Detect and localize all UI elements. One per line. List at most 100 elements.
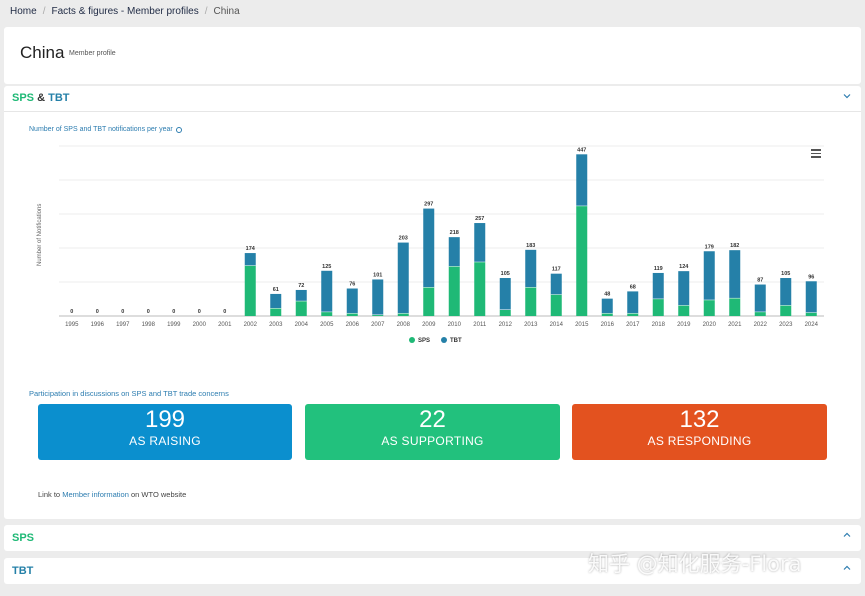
data-label: 297 [424,202,433,208]
tbt-section[interactable]: TBT [4,558,861,584]
data-label: 447 [577,147,586,153]
x-tick-label: 2023 [779,322,793,328]
data-label: 68 [630,284,636,290]
info-icon[interactable] [175,126,182,133]
data-label: 203 [399,236,408,242]
sps-tbt-panel-header[interactable]: SPS & TBT [4,86,861,112]
bar-tbt [372,279,384,315]
bar-tbt [423,208,435,288]
data-label: 0 [223,309,226,315]
x-tick-label: 1997 [116,322,130,328]
breadcrumb: Home / Facts & figures - Member profiles… [10,6,240,17]
chevron-up-icon[interactable] [843,564,851,572]
bar-sps [397,313,409,316]
data-label: 0 [96,309,99,315]
bar-sps [346,313,358,316]
bar-sps [550,294,562,316]
link-prefix: Link to [38,490,61,499]
bar-sps [295,300,307,316]
raising-value: 199 [144,406,186,433]
responding-value: 132 [679,406,720,433]
bar-sps [729,297,741,316]
x-tick-label: 1998 [142,322,156,328]
data-label: 96 [808,274,814,280]
x-tick-label: 2012 [499,322,513,328]
bar-sps [703,299,715,316]
data-label: 87 [757,278,763,284]
x-tick-label: 2011 [473,322,487,328]
x-tick-label: 2016 [601,322,615,328]
bar-sps [627,313,639,316]
x-tick-label: 2003 [269,322,283,328]
chevron-down-icon[interactable] [843,92,851,100]
data-label: 105 [501,271,510,277]
bar-sps [678,305,690,316]
data-label: 124 [679,264,689,270]
data-label: 48 [604,292,610,298]
bar-sps [525,287,537,316]
y-axis-title: Number of Notifications [37,204,43,266]
hamburger-menu-icon[interactable] [811,149,821,158]
x-tick-label: 2019 [677,322,691,328]
sps-tbt-panel: SPS & TBT Number of SPS and TBT notifica… [4,86,861,519]
breadcrumb-home[interactable]: Home [10,6,37,17]
bar-tbt [754,284,766,312]
bar-sps [576,205,588,316]
chevron-up-icon[interactable] [843,531,851,539]
data-label: 117 [552,267,561,273]
x-tick-label: 2002 [244,322,258,328]
supporting-stat: 22 AS SUPPORTING [305,404,560,460]
page-subtitle: Member profile [69,50,116,57]
data-label: 119 [654,266,663,272]
profile-header: China Member profile [4,27,861,84]
bar-sps [423,287,435,316]
sps-section-title: SPS [12,532,35,544]
x-tick-label: 2000 [193,322,207,328]
watermark: 知乎 @知化服务-Flora [588,552,802,576]
panel-title-sps: SPS [12,92,35,104]
bar-tbt [678,271,690,306]
bar-sps [321,311,333,316]
breadcrumb-section[interactable]: Facts & figures - Member profiles [51,6,199,17]
bar-sps [805,312,817,316]
x-tick-label: 2007 [371,322,385,328]
bar-sps [652,298,664,316]
supporting-label: AS SUPPORTING [381,434,484,448]
data-label: 0 [198,309,201,315]
member-info-line: Link to Member information on WTO websit… [38,490,186,499]
bar-tbt [474,223,486,262]
x-tick-label: 2008 [397,322,411,328]
panel-title-tbt: TBT [48,92,70,104]
raising-label: AS RAISING [129,434,201,448]
link-suffix: on WTO website [131,490,187,499]
x-tick-label: 2022 [754,322,768,328]
legend-label-sps: SPS [418,338,430,344]
x-tick-label: 2004 [295,322,309,328]
x-tick-label: 2010 [448,322,462,328]
legend-marker-tbt [441,337,447,343]
supporting-value: 22 [419,406,446,433]
participation-title: Participation in discussions on SPS and … [29,389,229,398]
bar-tbt [805,281,817,313]
member-information-link[interactable]: Member information [62,490,129,499]
data-label: 182 [730,243,739,249]
x-tick-label: 2017 [626,322,640,328]
x-tick-label: 2005 [320,322,334,328]
data-label: 257 [475,216,484,222]
x-tick-label: 2018 [652,322,666,328]
x-tick-label: 2020 [703,322,717,328]
x-tick-label: 2001 [218,322,232,328]
data-label: 125 [322,264,331,270]
data-label: 218 [450,230,459,236]
x-tick-label: 2021 [728,322,742,328]
bar-tbt [780,278,792,306]
sps-section[interactable]: SPS [4,525,861,551]
panel-title-amp: & [37,92,46,104]
x-tick-label: 1995 [65,322,79,328]
bar-tbt [652,272,664,299]
data-label: 0 [121,309,124,315]
data-label: 183 [526,243,535,249]
x-tick-label: 1999 [167,322,181,328]
bar-tbt [525,249,537,288]
bar-tbt [576,154,588,206]
